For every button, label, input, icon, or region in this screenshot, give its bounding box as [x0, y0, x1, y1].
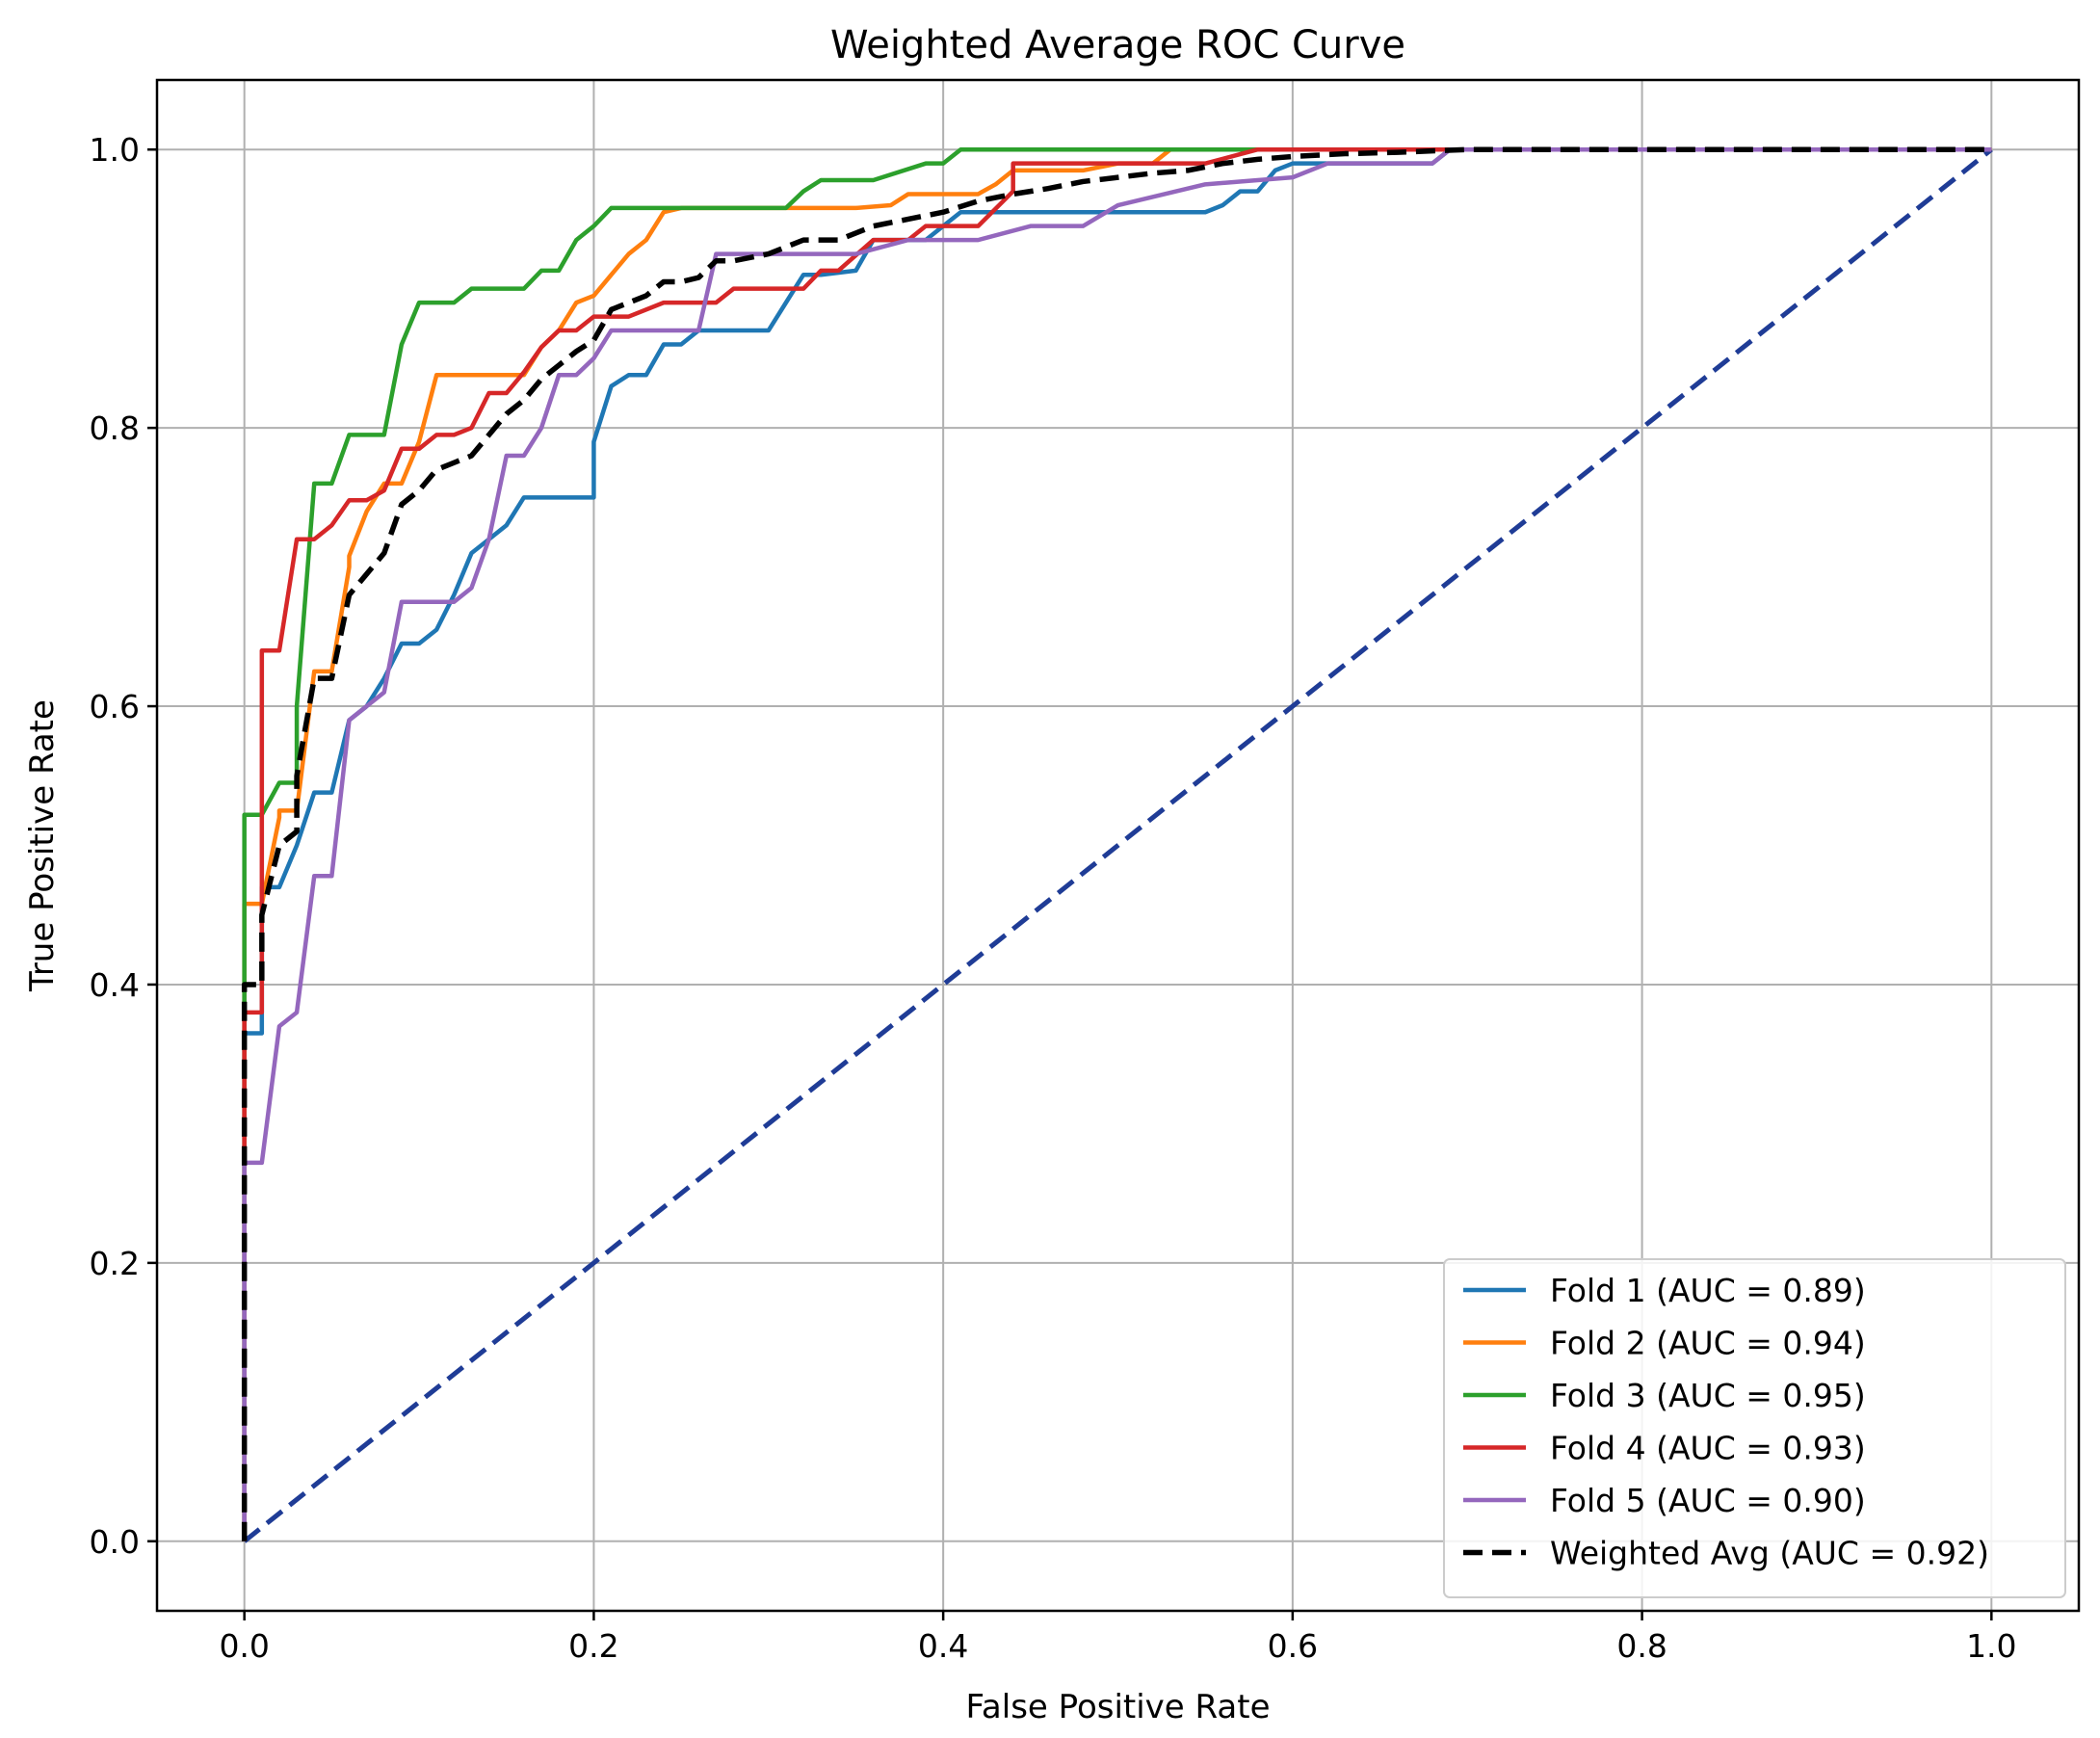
series-line-5 [242, 146, 1992, 1541]
series-line-4 [242, 146, 1992, 1541]
legend-box [1443, 1258, 2066, 1598]
axis-ticks: 0.0 0.2 0.4 0.6 0.8 1.0 0.0 0.2 0.4 0.6 0.8 1.0 [90, 131, 2017, 1665]
chart-title: Weighted Average ROC Curve [830, 23, 1405, 67]
x-axis-label: False Positive Rate [966, 1688, 1271, 1726]
legend-entry-2: Fold 2 (AUC = 0.94) [1550, 1325, 1866, 1362]
y-tick-label-4: 0.8 [90, 409, 140, 447]
series-line-1 [242, 146, 1992, 1541]
y-tick-label-2: 0.4 [90, 966, 140, 1004]
x-tick-label-2: 0.4 [918, 1627, 968, 1665]
reference-diagonal-line [243, 147, 1993, 1543]
y-tick-label-3: 0.6 [90, 688, 140, 725]
x-tick-label-4: 0.8 [1616, 1627, 1667, 1665]
plot-area [241, 146, 1993, 1543]
y-axis-label: True Positive Rate [23, 699, 62, 992]
x-tick-label-1: 0.2 [568, 1627, 618, 1665]
series-line-3 [242, 146, 1992, 1541]
y-tick-label-0: 0.0 [90, 1523, 140, 1561]
legend-entry-5: Fold 5 (AUC = 0.90) [1550, 1482, 1866, 1519]
legend-entry-4: Fold 4 (AUC = 0.93) [1550, 1430, 1866, 1467]
x-tick-label-5: 1.0 [1966, 1627, 2016, 1665]
plot-frame [155, 78, 2081, 1613]
series-line-6 [241, 146, 1992, 1541]
y-tick-label-1: 0.2 [90, 1245, 140, 1282]
x-tick-label-0: 0.0 [219, 1627, 269, 1665]
y-tick-label-5: 1.0 [90, 131, 140, 169]
legend-entry-1: Fold 1 (AUC = 0.89) [1550, 1272, 1866, 1309]
legend-entry-3: Fold 3 (AUC = 0.95) [1550, 1377, 1866, 1414]
grid [157, 80, 2079, 1611]
legend: Fold 1 (AUC = 0.89) Fold 2 (AUC = 0.94) Fo… [1443, 1258, 2066, 1598]
x-tick-label-3: 0.6 [1268, 1627, 1318, 1665]
legend-entry-6: Weighted Avg (AUC = 0.92) [1550, 1535, 1989, 1572]
